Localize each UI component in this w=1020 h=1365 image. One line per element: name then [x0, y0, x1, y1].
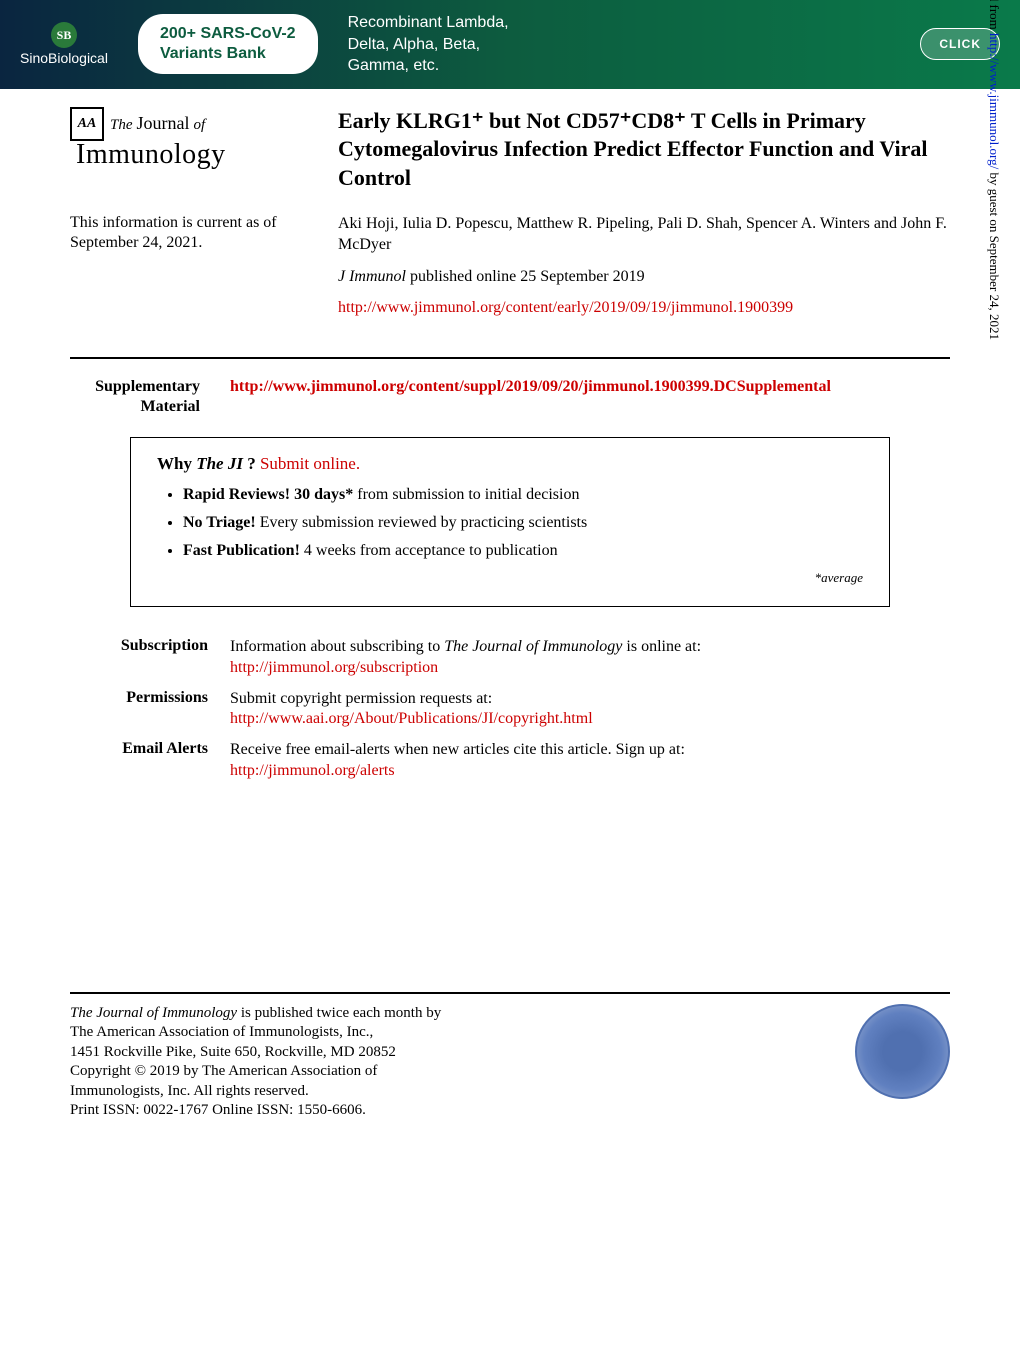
- permissions-content: Submit copyright permission requests at:…: [230, 689, 593, 731]
- why-average-note: *average: [157, 570, 863, 586]
- supplementary-content: http://www.jimmunol.org/content/suppl/20…: [230, 377, 831, 417]
- banner-pill-line1: 200+ SARS-CoV-2: [160, 24, 296, 44]
- download-attribution: Downloaded from http://www.jimmunol.org/…: [986, 0, 1002, 340]
- permissions-row: Permissions Submit copyright permission …: [70, 689, 950, 731]
- journal-logo: AA The Journal of Immunology: [70, 107, 330, 171]
- journal-immunology: Immunology: [76, 139, 330, 171]
- alerts-label: Email Alerts: [70, 740, 230, 782]
- subscription-label: Subscription: [70, 637, 230, 679]
- citation: J Immunol published online 25 September …: [338, 266, 950, 288]
- banner-logo-badge: SB: [51, 22, 77, 48]
- citation-journal: J Immunol: [338, 268, 406, 285]
- footer-row: The Journal of Immunology is published t…: [0, 1004, 1020, 1141]
- divider-footer: [70, 992, 950, 994]
- banner-logo-text: SinoBiological: [20, 50, 108, 66]
- article-meta: Aki Hoji, Iulia D. Popescu, Matthew R. P…: [330, 213, 950, 329]
- ad-banner[interactable]: SB SinoBiological 200+ SARS-CoV-2 Varian…: [0, 0, 1020, 89]
- aa-badge-icon: AA: [70, 107, 104, 141]
- divider-1: [70, 357, 950, 359]
- why-bullet-1: Rapid Reviews! 30 days* from submission …: [183, 486, 863, 504]
- links-block: Subscription Information about subscribi…: [0, 625, 1020, 802]
- why-ji-title: Why The JI ? Submit online.: [157, 454, 863, 474]
- citation-rest: published online 25 September 2019: [410, 268, 645, 285]
- banner-pill: 200+ SARS-CoV-2 Variants Bank: [138, 14, 318, 74]
- journal-journal: Journal: [137, 113, 190, 133]
- why-ji-box: Why The JI ? Submit online. Rapid Review…: [130, 437, 890, 607]
- aai-seal-icon: [855, 1004, 950, 1099]
- banner-right-text: Recombinant Lambda, Delta, Alpha, Beta, …: [348, 12, 921, 77]
- permissions-link[interactable]: http://www.aai.org/About/Publications/JI…: [230, 710, 593, 727]
- sidebar-url-link[interactable]: http://www.jimmunol.org/: [987, 33, 1002, 169]
- journal-of: of: [194, 117, 206, 133]
- why-ji-list: Rapid Reviews! 30 days* from submission …: [157, 486, 863, 560]
- article-title: Early KLRG1⁺ but Not CD57⁺CD8⁺ T Cells i…: [330, 107, 950, 193]
- authors: Aki Hoji, Iulia D. Popescu, Matthew R. P…: [338, 213, 950, 256]
- subscription-link[interactable]: http://jimmunol.org/subscription: [230, 659, 438, 676]
- banner-pill-line2: Variants Bank: [160, 44, 296, 64]
- current-as-of: This information is current as of Septem…: [70, 213, 330, 329]
- footer-text: The Journal of Immunology is published t…: [70, 1004, 835, 1121]
- banner-logo: SB SinoBiological: [20, 22, 108, 66]
- subscription-row: Subscription Information about subscribi…: [70, 637, 950, 679]
- supplementary-label: Supplementary Material: [70, 377, 230, 417]
- alerts-content: Receive free email-alerts when new artic…: [230, 740, 685, 782]
- alerts-link[interactable]: http://jimmunol.org/alerts: [230, 762, 395, 779]
- submit-online-link[interactable]: Submit online.: [260, 454, 360, 473]
- journal-the: The: [110, 117, 133, 133]
- why-bullet-3: Fast Publication! 4 weeks from acceptanc…: [183, 542, 863, 560]
- header-row: AA The Journal of Immunology Early KLRG1…: [0, 89, 1020, 207]
- article-url-link[interactable]: http://www.jimmunol.org/content/early/20…: [338, 299, 793, 316]
- subscription-content: Information about subscribing to The Jou…: [230, 637, 701, 679]
- info-row: This information is current as of Septem…: [0, 207, 1020, 343]
- why-bullet-2: No Triage! Every submission reviewed by …: [183, 514, 863, 532]
- supplementary-link[interactable]: http://www.jimmunol.org/content/suppl/20…: [230, 378, 831, 395]
- alerts-row: Email Alerts Receive free email-alerts w…: [70, 740, 950, 782]
- permissions-label: Permissions: [70, 689, 230, 731]
- supplementary-row: Supplementary Material http://www.jimmun…: [0, 373, 1020, 421]
